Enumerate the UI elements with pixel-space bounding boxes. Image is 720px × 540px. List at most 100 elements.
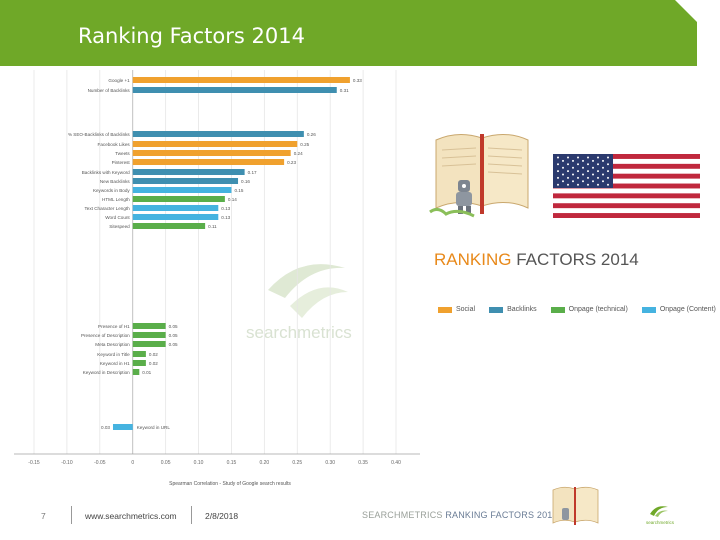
- x-tick-label: -0.15: [28, 460, 40, 466]
- legend-item-social: Social: [438, 306, 475, 313]
- bar-value-label: 0.13: [221, 206, 230, 211]
- chart-bar: [132, 77, 350, 83]
- searchmetrics-watermark: searchmetrics: [246, 264, 352, 342]
- bar-value-label: 0.15: [234, 188, 243, 193]
- chart-bar: [132, 205, 219, 211]
- bar-category-label: Keywords in Body: [93, 188, 130, 193]
- chart-bar: [132, 196, 225, 202]
- ranking-factors-heading: RANKING FACTORS 2014: [434, 250, 639, 270]
- bar-category-label: Text Character Length: [85, 206, 131, 211]
- bar-value-label: 0.05: [169, 324, 178, 329]
- bar-category-label: Keyword in H1: [100, 361, 130, 366]
- bar-value-label: 0.33: [353, 78, 362, 83]
- legend-swatch: [438, 306, 452, 313]
- legend-label: Onpage (technical): [568, 306, 628, 313]
- footer-brand-name: SEARCHMETRICS: [362, 510, 443, 520]
- bar-category-label: Sitespeed: [109, 224, 130, 229]
- us-flag-icon: [553, 154, 700, 218]
- bar-value-label: 0.02: [149, 361, 158, 366]
- heading-rest: FACTORS 2014: [516, 250, 639, 269]
- ranking-factors-chart: searchmetrics Google +1 0.33 Number of Bac…: [14, 70, 420, 487]
- watermark-swoosh-icon: [290, 287, 348, 318]
- watermark-swoosh-icon: [268, 264, 345, 298]
- bar-category-label: Google +1: [108, 78, 130, 83]
- chart-bar: [132, 360, 146, 366]
- bar-value-label: 0.24: [294, 151, 303, 156]
- x-tick-label: -0.05: [94, 460, 106, 466]
- x-tick-label: 0.10: [194, 460, 204, 466]
- bar-category-label: Presence of Description: [81, 333, 130, 338]
- bar-value-label: 0.05: [169, 333, 178, 338]
- x-tick-label: 0.25: [292, 460, 302, 466]
- header-corner-fold: [675, 0, 697, 22]
- slide-header: Ranking Factors 2014: [0, 0, 697, 66]
- x-tick-label: 0.20: [259, 460, 269, 466]
- x-tick-label: -0.10: [61, 460, 73, 466]
- legend-item-backlinks: Backlinks: [489, 306, 537, 313]
- bar-category-label: % SEO-Backlinks of Backlinks: [68, 132, 130, 137]
- chart-bar: [132, 341, 166, 347]
- page-number: 7: [41, 511, 46, 521]
- chart-bar: [132, 351, 146, 357]
- bar-category-label: Meta Description: [95, 342, 130, 347]
- slide-title: Ranking Factors 2014: [78, 24, 305, 48]
- bar-category-label: Number of Backlinks: [88, 88, 131, 93]
- footer-brand: SEARCHMETRICS RANKING FACTORS 2014: [362, 510, 558, 520]
- bar-category-label: Backlinks with Keyword: [82, 170, 130, 175]
- bar-category-label: Tweets: [115, 151, 130, 156]
- bar-value-label: 0.16: [241, 179, 250, 184]
- x-tick-label: 0.15: [227, 460, 237, 466]
- chart-legend: Social Backlinks Onpage (technical) Onpa…: [438, 306, 716, 313]
- bar-value-label: 0.02: [149, 352, 158, 357]
- x-tick-label: 0.30: [325, 460, 335, 466]
- bar-value-label: 0.14: [228, 197, 237, 202]
- chart-bar: [132, 323, 166, 329]
- slide-footer: 7 www.searchmetrics.com 2/8/2018 SEARCHM…: [0, 486, 720, 532]
- bar-category-label: Keyword in Description: [83, 370, 130, 375]
- chart-bar: [132, 159, 285, 165]
- footer-divider: [191, 506, 192, 524]
- bar-category-label: Pinterest: [112, 160, 131, 165]
- open-book-robot-illustration: [429, 134, 529, 218]
- chart-bar: [132, 332, 166, 338]
- watermark-text: searchmetrics: [246, 323, 352, 342]
- chart-bar: [132, 150, 291, 156]
- legend-swatch: [641, 306, 656, 313]
- legend-label: Backlinks: [507, 306, 537, 313]
- footer-divider: [71, 506, 72, 524]
- legend-swatch: [550, 306, 565, 313]
- chart-bar: [132, 87, 337, 93]
- bar-category-label: Presence of H1: [98, 324, 130, 329]
- footer-book-icon: [552, 486, 599, 525]
- bar-value-label: 0.11: [208, 224, 217, 229]
- legend-swatch: [489, 306, 504, 313]
- x-tick-label: 0.05: [161, 460, 171, 466]
- bar-category-label: Keyword in URL: [137, 425, 171, 430]
- bar-value-label: 0.13: [221, 215, 230, 220]
- bar-value-label: 0.01: [142, 370, 151, 375]
- bar-value-label: 0.26: [307, 132, 316, 137]
- chart-bar: [132, 214, 219, 220]
- heading-accent: RANKING: [434, 250, 512, 269]
- chart-bar: [132, 187, 232, 193]
- bar-value-label: 0.25: [300, 142, 309, 147]
- chart-bar: [132, 178, 239, 184]
- bar-value-label: 0.23: [287, 160, 296, 165]
- legend-item-onpage-technical: Onpage (technical): [550, 306, 628, 313]
- chart-bar: [132, 169, 245, 175]
- chart-bar: [132, 223, 206, 229]
- chart-bar: [112, 424, 133, 430]
- footer-url-link[interactable]: www.searchmetrics.com: [85, 511, 177, 521]
- bar-category-label: Keyword in Title: [97, 352, 130, 357]
- chart-bar: [132, 131, 304, 137]
- legend-item-onpage-content: Onpage (Content): [641, 306, 716, 313]
- bar-value-label: 0.03: [101, 425, 110, 430]
- searchmetrics-logo-icon: [650, 506, 668, 517]
- bar-category-label: HTML Length: [102, 197, 130, 202]
- chart-bar: [132, 369, 140, 375]
- x-tick-label: 0: [131, 460, 134, 466]
- bar-category-label: Facebook Likes: [98, 142, 131, 147]
- bar-category-label: New Backlinks: [100, 179, 131, 184]
- footer-brand-tagline: RANKING FACTORS 2014: [445, 510, 558, 520]
- x-axis-title: Spearman Correlation - Study of Google s…: [169, 481, 291, 487]
